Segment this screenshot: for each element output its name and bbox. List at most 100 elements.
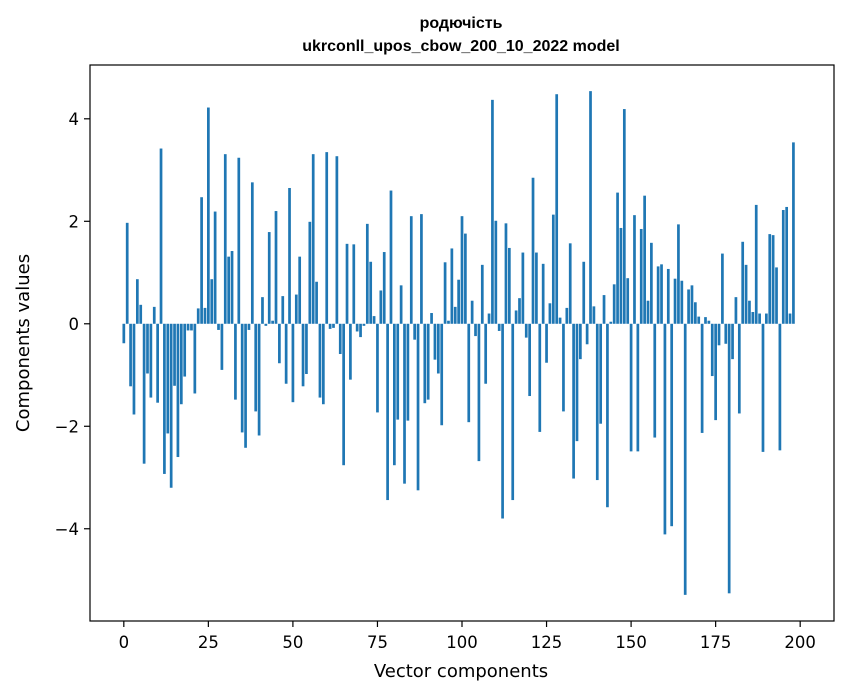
bar	[707, 320, 711, 324]
bar	[393, 323, 396, 466]
bar	[399, 285, 403, 324]
bar	[761, 323, 765, 452]
bar	[497, 323, 501, 331]
x-axis-ticks: 0 25 50 75 100 125 150 175 200	[119, 621, 816, 652]
bar	[210, 279, 214, 324]
bar	[359, 323, 362, 338]
x-tick-label: 125	[531, 633, 563, 652]
bar	[281, 296, 285, 324]
x-tick-label: 75	[367, 633, 388, 652]
bar	[420, 214, 423, 324]
y-tick-label: 0	[69, 315, 80, 334]
bar	[538, 323, 542, 432]
bar	[355, 323, 359, 332]
bar	[579, 323, 582, 360]
bar	[159, 148, 163, 324]
bar	[697, 316, 701, 324]
bar	[656, 266, 660, 324]
bar	[207, 107, 210, 324]
bar	[683, 323, 687, 595]
bar	[227, 256, 231, 324]
bar	[748, 300, 751, 324]
x-tick-label: 175	[700, 633, 732, 652]
bar	[680, 280, 684, 324]
bar	[433, 323, 437, 360]
bar	[700, 323, 704, 433]
bar	[558, 317, 562, 324]
bar	[139, 304, 143, 324]
bar	[274, 211, 278, 324]
bar	[721, 253, 724, 324]
bar	[382, 252, 386, 324]
bar	[267, 232, 271, 324]
bar	[778, 323, 782, 451]
bar	[284, 323, 288, 384]
bar	[423, 323, 427, 404]
bar	[332, 323, 335, 328]
bar	[372, 316, 376, 324]
bar	[328, 323, 332, 329]
bar	[416, 323, 420, 491]
bar	[792, 142, 795, 324]
bar	[687, 289, 690, 324]
bar	[734, 297, 738, 324]
bar	[386, 323, 389, 501]
bar	[666, 268, 670, 324]
y-tick-label: −4	[55, 520, 79, 539]
bar	[622, 109, 626, 324]
bar	[362, 323, 366, 326]
bar	[518, 298, 521, 324]
bar	[562, 323, 565, 412]
bar	[132, 323, 136, 415]
bar	[524, 323, 528, 338]
y-tick-label: −2	[55, 417, 79, 436]
bar	[575, 323, 579, 442]
bar	[288, 187, 291, 324]
bar	[660, 264, 663, 324]
bar	[247, 323, 251, 330]
bar	[135, 279, 139, 324]
bar	[582, 261, 586, 324]
bar	[606, 323, 609, 508]
bar	[727, 323, 731, 594]
bar	[179, 323, 183, 405]
bar	[369, 261, 373, 324]
bar	[521, 252, 525, 324]
bar	[396, 323, 400, 420]
bar	[572, 323, 575, 479]
bar	[653, 323, 657, 438]
bar	[203, 307, 207, 324]
x-tick-label: 50	[282, 633, 303, 652]
bar	[467, 323, 471, 423]
bar	[731, 323, 734, 360]
x-axis-label: Vector components	[374, 661, 548, 682]
bar	[650, 242, 653, 324]
bar	[555, 94, 559, 324]
bar	[308, 221, 312, 324]
bar	[639, 228, 643, 324]
bar	[379, 290, 383, 324]
bar	[751, 312, 755, 324]
bar	[217, 323, 220, 330]
bar	[514, 310, 518, 324]
bar	[609, 321, 613, 324]
bar	[220, 323, 224, 370]
bar	[589, 91, 592, 324]
bar	[528, 323, 531, 397]
bar	[196, 308, 200, 324]
bar	[234, 323, 237, 400]
bar	[237, 157, 241, 324]
bar	[565, 307, 569, 324]
bar	[193, 323, 197, 394]
bar	[704, 317, 707, 324]
bar	[491, 99, 494, 324]
bar	[501, 323, 504, 519]
bar	[166, 323, 170, 434]
bar	[714, 323, 717, 421]
y-axis-label: Components values	[13, 254, 34, 432]
bar	[470, 300, 474, 324]
bar	[349, 323, 352, 380]
bar	[345, 243, 349, 324]
bar	[430, 313, 433, 324]
bar	[450, 248, 454, 324]
